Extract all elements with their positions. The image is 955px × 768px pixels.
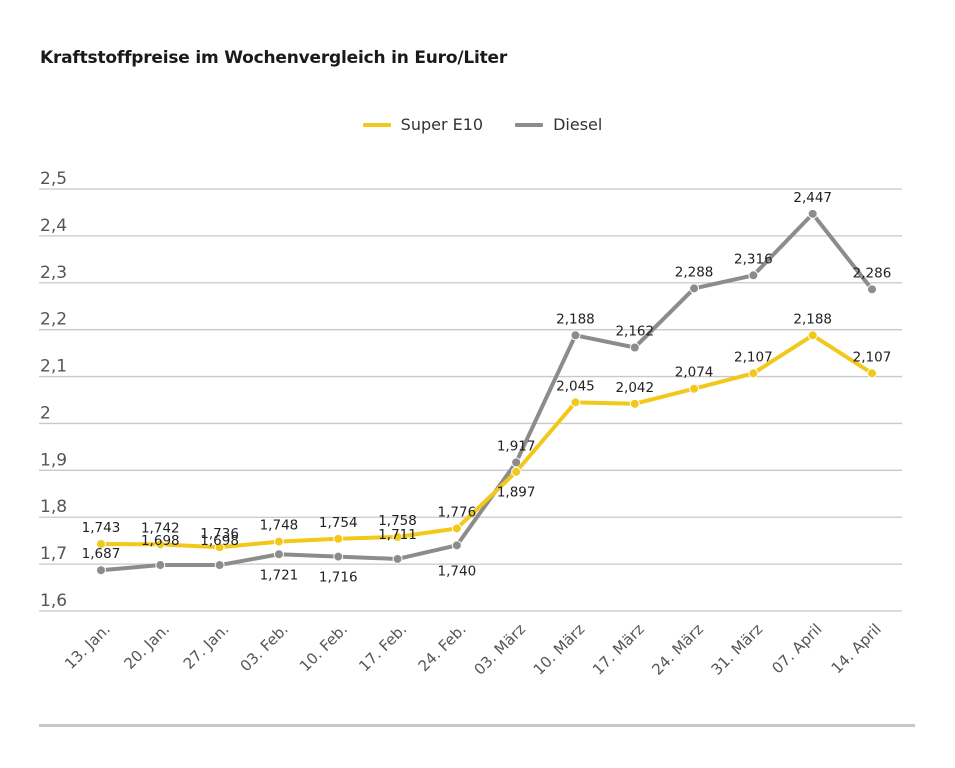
legend-swatch-super-e10 [362,122,391,127]
data-point-super-e10 [96,538,106,549]
data-label-diesel: 1,716 [319,570,358,586]
y-tick-label: 1,8 [40,497,67,517]
data-label-super-e10: 1,776 [438,504,477,520]
data-point-super-e10 [629,398,640,409]
data-label-diesel: 1,687 [82,546,121,562]
data-label-super-e10: 2,188 [793,311,832,327]
x-tick-label: 07. April [768,620,825,677]
x-tick-label: 24. März [648,620,707,679]
data-point-diesel [273,549,284,560]
y-tick-label: 1,6 [40,591,67,611]
data-point-diesel [867,284,877,295]
legend-item-super-e10: Super E10 [362,115,484,134]
data-point-diesel [629,342,640,353]
y-tick-label: 2,3 [40,263,67,283]
series-line-diesel [100,211,874,573]
data-label-diesel: 1,721 [260,567,299,583]
data-label-diesel: 2,316 [734,251,773,267]
data-point-super-e10 [392,531,403,542]
x-tick-label: 27. Jan. [180,620,233,673]
x-tick-label: 17. März [589,620,648,679]
data-point-super-e10 [689,383,700,394]
x-tick-label: 03. Feb. [237,620,292,675]
legend-item-diesel: Diesel [515,115,602,134]
y-tick-label: 2,2 [40,310,67,330]
data-label-super-e10: 1,736 [200,526,239,542]
y-tick-label: 1,7 [40,544,67,564]
data-point-super-e10 [867,368,877,379]
data-label-diesel: 2,162 [615,323,654,339]
data-label-diesel: 1,698 [200,533,239,549]
x-axis-ticks: 13. Jan. 20. Jan. 27. Jan. 03. Feb. 10. Feb.… [61,620,885,679]
data-label-super-e10: 1,748 [260,518,299,534]
y-tick-label: 2,4 [40,216,67,236]
legend-swatch-diesel [515,122,544,127]
x-tick-label: 20. Jan. [120,620,173,673]
y-tick-label: 1,9 [40,450,67,470]
data-point-super-e10 [748,368,759,379]
legend: Super E10 Diesel [0,115,955,134]
x-tick-label: 24. Feb. [415,620,470,675]
data-label-diesel: 1,740 [438,563,477,579]
data-label-super-e10: 2,107 [853,349,892,365]
y-axis-ticks: 1,6 1,7 1,8 1,9 2 2,1 2,2 2,3 2,4 2,5 [40,169,67,611]
data-label-super-e10: 1,742 [141,520,180,536]
data-label-super-e10: 1,743 [82,520,121,536]
data-point-diesel [333,551,344,562]
data-labels: 1,743 1,742 1,736 1,748 1,754 1,758 1,776 1,897… [82,190,892,586]
data-point-super-e10 [807,330,818,341]
data-label-diesel: 2,447 [793,190,832,206]
x-tick-label: 17. Feb. [355,620,410,675]
data-point-super-e10 [155,539,166,550]
data-label-diesel: 1,698 [141,533,180,549]
data-label-super-e10: 1,754 [319,515,358,531]
data-point-diesel [748,270,759,281]
data-point-super-e10 [511,466,522,477]
data-label-super-e10: 1,897 [497,485,536,501]
data-point-diesel [96,565,106,576]
x-tick-label: 14. April [828,620,885,677]
data-label-super-e10: 1,758 [378,513,417,529]
data-point-diesel [807,208,818,219]
data-point-diesel [155,560,166,571]
data-point-diesel [451,540,462,551]
legend-label-diesel: Diesel [553,115,603,134]
data-point-diesel [392,553,403,564]
y-tick-label: 2 [40,403,51,423]
data-point-diesel [214,560,225,571]
series-lines [96,208,877,576]
data-point-super-e10 [273,536,284,547]
data-point-diesel [689,283,700,294]
data-label-super-e10: 2,045 [556,378,595,394]
gridlines [39,188,902,612]
x-tick-label: 10. Feb. [296,620,351,675]
data-point-super-e10 [451,523,462,534]
legend-label-super-e10: Super E10 [400,115,484,134]
x-tick-label: 31. März [708,620,767,679]
x-tick-label: 10. März [530,620,589,679]
data-point-super-e10 [570,397,581,408]
data-label-diesel: 2,288 [675,264,714,280]
series-line-super-e10 [100,333,874,550]
data-label-diesel: 2,286 [853,265,892,281]
data-label-diesel: 1,711 [378,527,417,543]
x-tick-label: 13. Jan. [61,620,114,673]
data-point-diesel [570,330,581,341]
data-label-super-e10: 2,074 [675,365,714,381]
y-tick-label: 2,1 [40,357,67,377]
data-point-super-e10 [333,533,344,544]
data-label-diesel: 1,917 [497,438,536,454]
chart-title: Kraftstoffpreise im Wochenvergleich in E… [40,48,508,68]
bottom-divider [39,724,915,727]
data-label-super-e10: 2,107 [734,349,773,365]
data-label-diesel: 2,188 [556,311,595,327]
y-tick-label: 2,5 [40,169,67,189]
data-label-super-e10: 2,042 [615,380,654,396]
data-point-super-e10 [214,542,225,553]
x-tick-label: 03. März [470,620,529,679]
